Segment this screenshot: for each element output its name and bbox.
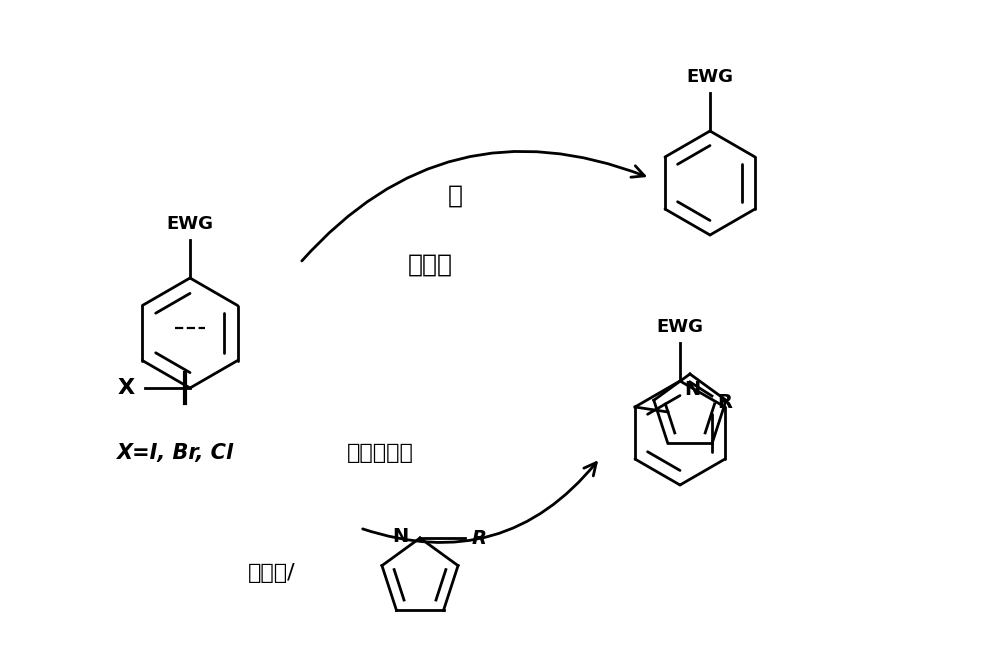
FancyArrowPatch shape bbox=[363, 463, 596, 542]
Text: X=I, Br, Cl: X=I, Br, Cl bbox=[116, 443, 234, 463]
Text: R: R bbox=[472, 528, 487, 548]
Text: X: X bbox=[118, 378, 135, 398]
Text: EWG: EWG bbox=[686, 68, 734, 86]
Text: N: N bbox=[392, 528, 408, 546]
Text: 可见光: 可见光 bbox=[408, 253, 453, 277]
FancyArrowPatch shape bbox=[302, 151, 645, 261]
Text: R: R bbox=[717, 392, 732, 412]
Text: EWG: EWG bbox=[656, 318, 704, 336]
Text: EWG: EWG bbox=[167, 215, 214, 233]
Text: 捕获剂/: 捕获剂/ bbox=[247, 563, 295, 583]
Text: N: N bbox=[684, 380, 700, 399]
Text: 碱，可见光: 碱，可见光 bbox=[347, 443, 413, 463]
Text: 碱: 碱 bbox=[448, 184, 463, 208]
